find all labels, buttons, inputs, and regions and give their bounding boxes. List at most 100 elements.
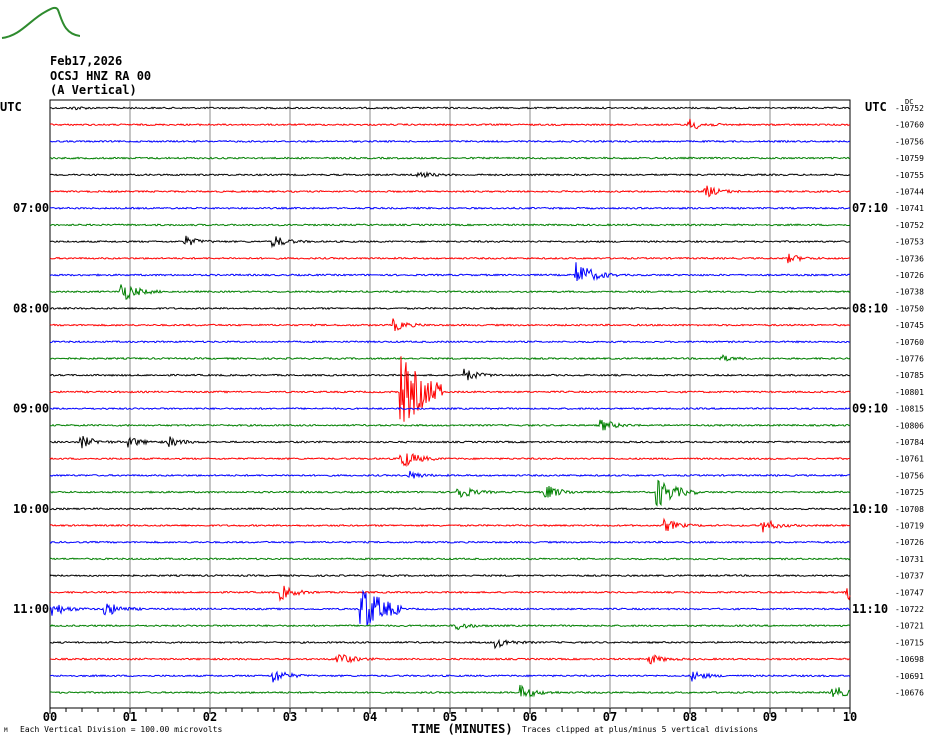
left-time-label: 10:00	[13, 502, 49, 516]
seismic-trace	[49, 106, 851, 111]
seismic-trace	[49, 573, 851, 578]
right-time-label: 10:10	[852, 502, 888, 516]
seismic-trace	[49, 235, 851, 249]
seismic-trace	[49, 368, 851, 381]
logo-curve	[1, 6, 81, 39]
dc-offset-label: -10726	[895, 538, 924, 547]
seismic-trace	[49, 306, 851, 311]
dc-offset-label: -10747	[895, 588, 924, 597]
dc-offset-label: -10753	[895, 238, 924, 247]
clip-note: Traces clipped at plus/minus 5 vertical …	[522, 725, 759, 734]
dc-offset-label: -10784	[895, 438, 924, 447]
right-time-label: 09:10	[852, 402, 888, 416]
dc-offset-label: -10722	[895, 605, 924, 614]
x-axis-label: TIME (MINUTES)	[411, 722, 512, 736]
seismic-trace	[49, 585, 851, 602]
seismic-trace	[49, 407, 851, 411]
dc-offset-label: -10715	[895, 638, 924, 647]
dc-offset-label: -10785	[895, 371, 924, 380]
left-utc-title: UTC	[0, 100, 22, 114]
seismic-trace	[49, 507, 851, 511]
right-time-label: 11:10	[852, 602, 888, 616]
dc-offset-label: -10806	[895, 421, 924, 430]
x-tick-label: 10	[843, 710, 857, 724]
x-tick-label: 06	[523, 710, 537, 724]
seismic-trace	[50, 156, 851, 160]
dc-offset-label: -10676	[895, 689, 924, 698]
x-tick-label: 09	[763, 710, 777, 724]
seismic-trace	[49, 638, 851, 650]
seismic-trace	[50, 340, 851, 344]
seismic-trace	[49, 557, 851, 561]
component-label: (A Vertical)	[50, 83, 137, 97]
seismic-trace	[49, 185, 851, 198]
seismic-trace	[49, 206, 851, 210]
seismic-trace	[49, 262, 851, 282]
right-time-label: 08:10	[852, 301, 888, 315]
seismic-trace	[49, 654, 851, 665]
dc-offset-label: -10719	[895, 522, 924, 531]
seismic-trace	[49, 452, 851, 467]
dc-offset-label: -10752	[895, 221, 924, 230]
dc-offset-label: -10737	[895, 572, 924, 581]
dc-offset-label: -10726	[895, 271, 924, 280]
station-label: OCSJ HNZ RA 00	[50, 69, 152, 83]
dc-offset-label: -10731	[895, 555, 924, 564]
dc-offset-label: -10760	[895, 338, 924, 347]
x-tick-label: 07	[603, 710, 617, 724]
seismic-trace	[49, 435, 851, 449]
x-tick-label: 01	[123, 710, 137, 724]
seismic-trace	[49, 470, 850, 479]
x-tick-label: 00	[43, 710, 57, 724]
seismic-trace	[49, 354, 851, 362]
dc-offset-label: -10756	[895, 137, 924, 146]
dc-offset-label: -10736	[895, 254, 924, 263]
seismic-trace	[49, 684, 851, 698]
dc-offset-label: -10759	[895, 154, 924, 163]
seismic-trace	[49, 356, 851, 422]
dc-title: DC	[905, 98, 913, 106]
dc-offset-label: -10744	[895, 188, 924, 197]
dc-offset-label: -10745	[895, 321, 924, 330]
x-tick-label: 05	[443, 710, 457, 724]
seismic-trace	[49, 670, 851, 683]
seismic-trace	[49, 623, 851, 631]
dc-offset-label: -10738	[895, 288, 924, 297]
dc-offset-label: -10741	[895, 204, 924, 213]
seismic-trace	[49, 589, 851, 626]
dc-offset-label: -10761	[895, 455, 924, 464]
seismic-trace	[49, 479, 851, 507]
dc-offset-label: -10815	[895, 405, 924, 414]
seismic-trace	[49, 284, 851, 300]
x-tick-label: 02	[203, 710, 217, 724]
dc-offset-label: -10801	[895, 388, 924, 397]
x-tick-label: 04	[363, 710, 377, 724]
dc-offset-label: -10725	[895, 488, 924, 497]
dc-offset-label: -10760	[895, 121, 924, 130]
seismic-trace	[49, 253, 851, 264]
dc-offset-label: -10698	[895, 655, 924, 664]
seismic-trace	[49, 223, 851, 227]
seismic-trace	[49, 540, 850, 544]
dc-offset-label: -10691	[895, 672, 924, 681]
seismic-trace	[49, 318, 851, 331]
date-label: Feb17,2026	[50, 54, 123, 68]
right-time-label: 07:10	[852, 201, 888, 215]
seismic-trace	[49, 139, 851, 144]
left-time-label: 07:00	[13, 201, 49, 215]
dc-offset-label: -10755	[895, 171, 924, 180]
dc-offset-label: -10752	[895, 104, 924, 113]
dc-offset-label: -10750	[895, 304, 924, 313]
left-time-label: 09:00	[13, 402, 49, 416]
seismic-trace	[49, 419, 851, 431]
dc-offset-label: -10756	[895, 471, 924, 480]
opgc-logo	[0, 0, 81, 45]
right-utc-title: UTC	[865, 100, 887, 114]
dc-offset-label: -10721	[895, 622, 924, 631]
seismic-trace	[49, 118, 851, 130]
left-time-label: 11:00	[13, 602, 49, 616]
dc-offset-label: -10708	[895, 505, 924, 514]
seismic-trace	[49, 171, 851, 179]
x-tick-label: 03	[283, 710, 297, 724]
